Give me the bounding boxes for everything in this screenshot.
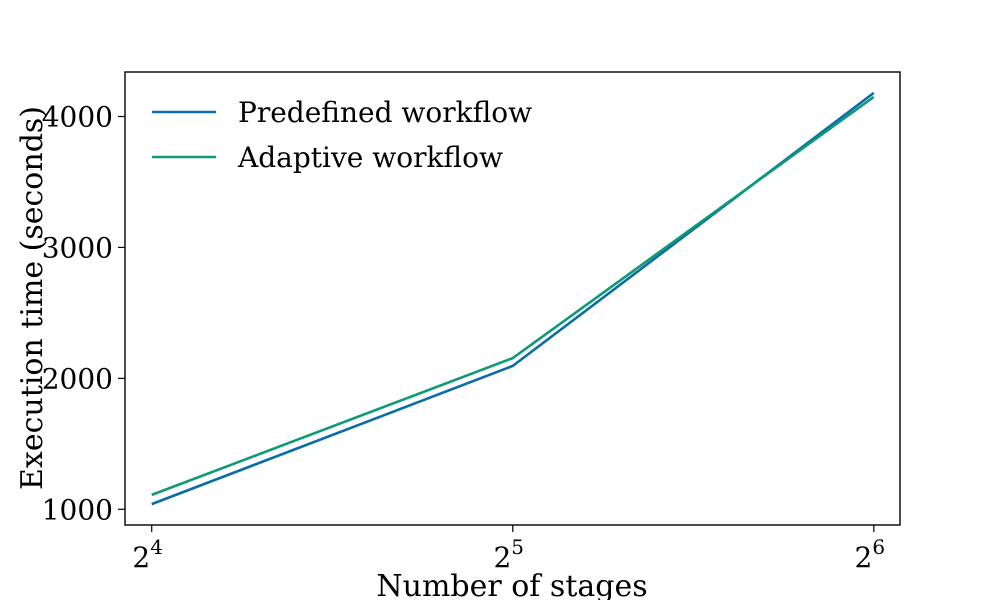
x-tick-exponent: 6 <box>872 535 885 559</box>
y-axis-ticks: 1000 2000 3000 4000 <box>42 101 125 526</box>
x-tick-base: 2 <box>855 541 873 574</box>
series-lines <box>151 91 875 506</box>
y-axis-label: Execution time (seconds) <box>15 106 50 490</box>
x-axis-ticks: 24 25 26 <box>132 525 885 574</box>
x-tick-label: 26 <box>855 535 886 574</box>
y-tick-label: 1000 <box>42 493 113 526</box>
x-tick-label: 25 <box>493 535 524 574</box>
series-line-1 <box>151 95 875 497</box>
x-axis-label: Number of stages <box>376 569 647 600</box>
x-tick-label: 24 <box>132 535 163 574</box>
legend: Predefined workflow Adaptive workflow <box>152 96 532 174</box>
x-tick-base: 2 <box>493 541 511 574</box>
y-tick-label: 3000 <box>42 231 113 264</box>
y-tick-label: 4000 <box>42 101 113 134</box>
legend-label: Predefined workflow <box>238 96 532 129</box>
legend-label: Adaptive workflow <box>237 141 503 174</box>
x-tick-exponent: 4 <box>150 535 163 559</box>
x-tick-exponent: 5 <box>511 535 524 559</box>
y-tick-label: 2000 <box>42 362 113 395</box>
plot-area-frame <box>124 71 901 526</box>
x-tick-base: 2 <box>132 541 150 574</box>
